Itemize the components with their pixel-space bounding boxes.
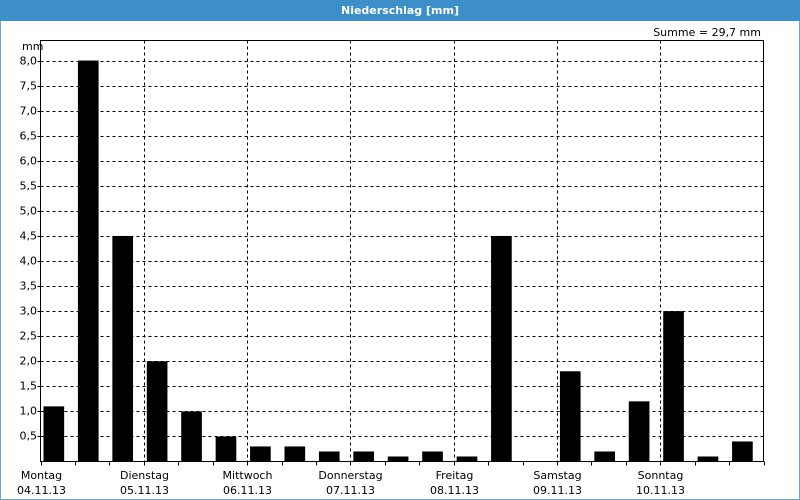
y-tick-label: 2,0 (20, 355, 38, 368)
sum-annotation: Summe = 29,7 mm (653, 26, 761, 39)
unit-label: mm (22, 40, 43, 53)
bar (559, 371, 581, 462)
bar (697, 456, 719, 462)
y-tick-label: 6,5 (20, 130, 38, 143)
y-tick-label: 8,0 (20, 55, 38, 68)
bar (112, 235, 134, 462)
bar (146, 361, 168, 462)
day-name: Montag (21, 469, 62, 482)
bar (456, 456, 478, 462)
day-date: 06.11.13 (223, 484, 272, 497)
title-bar (0, 0, 800, 21)
chart-title: Niederschlag [mm] (341, 4, 459, 17)
day-date: 05.11.13 (120, 484, 169, 497)
bar (181, 411, 202, 462)
y-tick-label: 0,5 (20, 430, 38, 443)
bar (318, 451, 340, 462)
day-date: 07.11.13 (326, 484, 375, 497)
bar (628, 401, 650, 462)
day-date: 09.11.13 (533, 484, 582, 497)
y-tick-label: 5,5 (20, 180, 38, 193)
day-name: Dienstag (120, 469, 169, 482)
bar (387, 456, 409, 462)
y-tick-label: 6,0 (20, 155, 38, 168)
y-tick-label: 1,0 (20, 405, 38, 418)
y-tick-label: 4,5 (20, 230, 38, 243)
bar (250, 446, 271, 462)
bar (663, 311, 684, 462)
bar (732, 441, 753, 462)
day-name: Samstag (533, 469, 581, 482)
y-tick-label: 1,5 (20, 380, 38, 393)
day-date: 04.11.13 (17, 484, 66, 497)
bar (353, 451, 375, 462)
y-tick-label: 7,5 (20, 80, 38, 93)
bar (77, 60, 99, 462)
y-tick-label: 4,0 (20, 255, 38, 268)
day-date: 10.11.13 (636, 484, 685, 497)
day-name: Donnerstag (318, 469, 382, 482)
day-name: Freitag (436, 469, 474, 482)
y-tick-label: 3,5 (20, 280, 38, 293)
bar (284, 446, 306, 462)
day-name: Sonntag (638, 469, 684, 482)
bar (43, 406, 65, 462)
bar (422, 451, 443, 462)
bar (594, 451, 616, 462)
day-name: Mittwoch (223, 469, 273, 482)
bar (491, 235, 512, 462)
day-date: 08.11.13 (430, 484, 479, 497)
y-tick-label: 3,0 (20, 305, 38, 318)
y-tick-label: 5,0 (20, 205, 38, 218)
y-tick-label: 2,5 (20, 330, 38, 343)
bar (215, 436, 237, 462)
y-tick-label: 7,0 (20, 105, 38, 118)
